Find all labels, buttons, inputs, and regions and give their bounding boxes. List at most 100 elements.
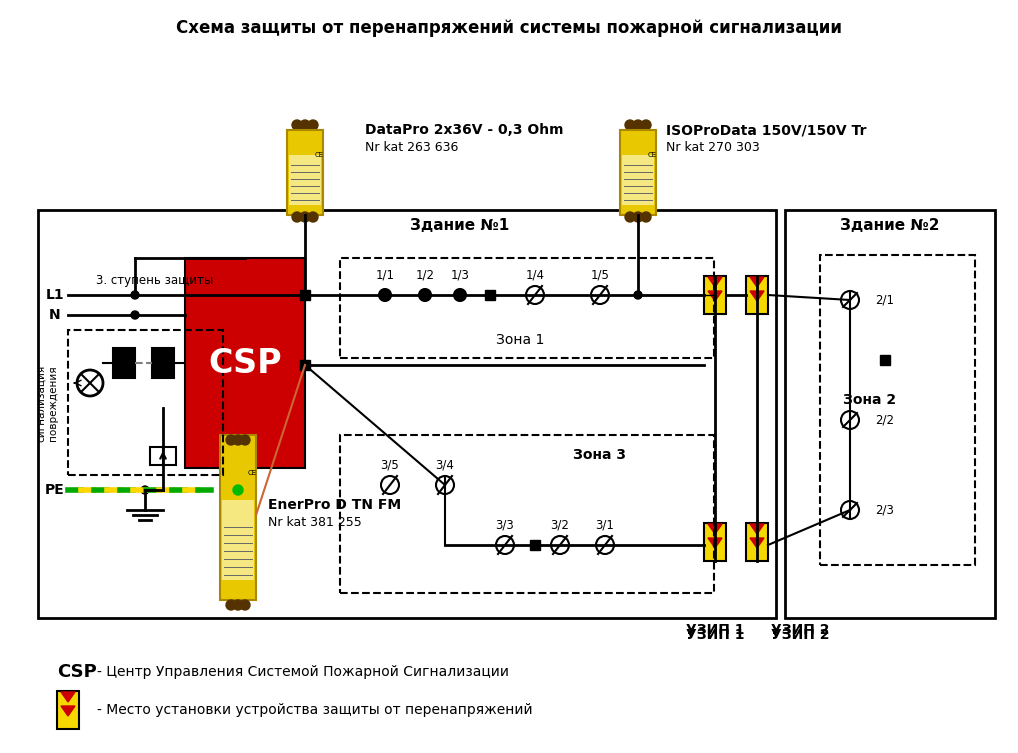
Circle shape <box>233 485 243 495</box>
Bar <box>746 276 768 314</box>
Bar <box>821 255 975 565</box>
Text: 1/2: 1/2 <box>415 269 435 282</box>
Text: 2/2: 2/2 <box>875 413 894 426</box>
Text: CSP: CSP <box>209 346 282 380</box>
Circle shape <box>301 291 309 299</box>
Text: CE: CE <box>648 152 658 158</box>
Text: Здание №1: Здание №1 <box>410 218 510 233</box>
Bar <box>220 435 256 600</box>
Bar <box>300 360 310 370</box>
Text: Здание №2: Здание №2 <box>840 218 940 233</box>
Circle shape <box>625 212 635 222</box>
Bar <box>340 435 714 593</box>
Bar <box>38 210 776 618</box>
Text: Зона 2: Зона 2 <box>843 393 896 407</box>
Circle shape <box>381 476 399 494</box>
Bar <box>287 130 323 215</box>
Bar <box>620 130 656 215</box>
Circle shape <box>240 435 250 445</box>
Circle shape <box>551 536 569 554</box>
Circle shape <box>308 212 318 222</box>
Circle shape <box>292 120 302 130</box>
Polygon shape <box>708 291 722 301</box>
Circle shape <box>419 289 431 301</box>
Text: 1/4: 1/4 <box>525 269 545 282</box>
Polygon shape <box>61 692 75 702</box>
Bar <box>57 691 79 729</box>
Circle shape <box>292 212 302 222</box>
Circle shape <box>77 370 103 396</box>
Circle shape <box>131 311 139 319</box>
Circle shape <box>131 291 139 299</box>
Text: УЗИП 1: УЗИП 1 <box>686 623 744 637</box>
Text: Зона 3: Зона 3 <box>573 448 626 462</box>
Circle shape <box>841 291 859 309</box>
Circle shape <box>226 600 236 610</box>
Text: УЗИП 2: УЗИП 2 <box>771 628 830 642</box>
Text: 3/5: 3/5 <box>381 459 399 471</box>
Polygon shape <box>750 538 764 548</box>
Polygon shape <box>750 277 764 287</box>
Text: CE: CE <box>248 470 258 476</box>
Polygon shape <box>708 538 722 548</box>
Text: PE: PE <box>45 483 65 497</box>
Bar <box>340 258 714 358</box>
Text: CE: CE <box>315 152 324 158</box>
Text: Схема защиты от перенапряжений системы пожарной сигнализации: Схема защиты от перенапряжений системы п… <box>176 19 842 37</box>
Text: Зона 1: Зона 1 <box>496 333 545 347</box>
Circle shape <box>300 212 310 222</box>
Bar <box>300 290 310 300</box>
Text: N: N <box>49 308 61 322</box>
Circle shape <box>625 120 635 130</box>
Text: CSP: CSP <box>57 663 97 681</box>
Text: Nr kat 270 303: Nr kat 270 303 <box>666 141 759 154</box>
Bar <box>704 523 726 561</box>
Bar <box>185 258 305 468</box>
Text: L1: L1 <box>46 288 64 302</box>
Text: 3/3: 3/3 <box>496 519 514 532</box>
Polygon shape <box>708 524 722 534</box>
Text: Nr kat 381 255: Nr kat 381 255 <box>268 517 361 529</box>
Circle shape <box>841 501 859 519</box>
Bar <box>485 290 495 300</box>
Circle shape <box>633 212 643 222</box>
Bar <box>530 540 540 550</box>
Circle shape <box>633 120 643 130</box>
Text: 3/2: 3/2 <box>551 519 569 532</box>
Text: 3/1: 3/1 <box>596 519 615 532</box>
Circle shape <box>142 486 149 494</box>
Polygon shape <box>708 277 722 287</box>
Text: УЗИП 1: УЗИП 1 <box>686 628 744 642</box>
Circle shape <box>634 291 642 299</box>
Polygon shape <box>750 524 764 534</box>
Circle shape <box>596 536 614 554</box>
Circle shape <box>226 435 236 445</box>
Circle shape <box>300 120 310 130</box>
Bar <box>704 276 726 314</box>
Text: 1/1: 1/1 <box>376 269 395 282</box>
Circle shape <box>496 536 514 554</box>
Text: Nr kat 263 636: Nr kat 263 636 <box>365 141 458 154</box>
Polygon shape <box>61 706 75 716</box>
Text: сигнализация
повреждения: сигнализация повреждения <box>37 364 58 441</box>
Text: 3/4: 3/4 <box>436 459 454 471</box>
Text: - Место установки устройства защиты от перенапряжений: - Место установки устройства защиты от п… <box>97 703 532 717</box>
Text: УЗИП 2: УЗИП 2 <box>771 623 830 637</box>
Circle shape <box>841 411 859 429</box>
Text: 1/5: 1/5 <box>590 269 610 282</box>
Polygon shape <box>750 291 764 301</box>
Bar <box>289 155 321 205</box>
Bar <box>880 355 890 365</box>
Bar <box>622 155 654 205</box>
Text: 2/3: 2/3 <box>875 504 894 517</box>
Bar <box>150 447 176 465</box>
Text: ISOProData 150V/150V Tr: ISOProData 150V/150V Tr <box>666 123 866 137</box>
Circle shape <box>233 435 243 445</box>
Circle shape <box>641 212 651 222</box>
Bar <box>222 500 254 580</box>
Circle shape <box>233 600 243 610</box>
Circle shape <box>591 286 609 304</box>
Text: DataPro 2x36V - 0,3 Ohm: DataPro 2x36V - 0,3 Ohm <box>365 123 564 137</box>
Text: - Центр Управления Системой Пожарной Сигнализации: - Центр Управления Системой Пожарной Сиг… <box>97 665 509 679</box>
Bar <box>152 348 174 378</box>
